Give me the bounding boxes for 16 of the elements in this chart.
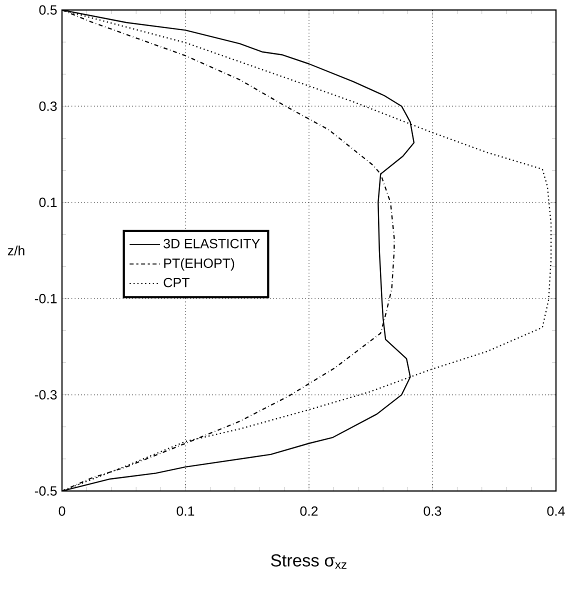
y-tick-label: 0.3	[39, 101, 57, 111]
x-tick-label: 0.1	[176, 506, 194, 516]
legend-label: 3D ELASTICITY	[164, 238, 260, 248]
y-tick-label: -0.1	[34, 294, 57, 304]
legend-label: PT(EHOPT)	[164, 258, 234, 271]
x-tick-label: 0.3	[424, 506, 442, 516]
x-axis-title: Stress σ$_{xz}$	[271, 554, 346, 569]
y-tick-label: 0.5	[39, 5, 57, 15]
x-tick-label: 0.4	[547, 506, 565, 516]
y-tick-label: -0.5	[34, 486, 57, 496]
legend-label: CPT	[164, 278, 190, 288]
y-axis-title: z/h	[8, 246, 24, 256]
x-tick-label: 0	[58, 506, 66, 516]
y-tick-label: 0.1	[39, 198, 57, 208]
y-tick-label: -0.3	[34, 390, 57, 400]
x-tick-label: 0.2	[300, 506, 318, 516]
